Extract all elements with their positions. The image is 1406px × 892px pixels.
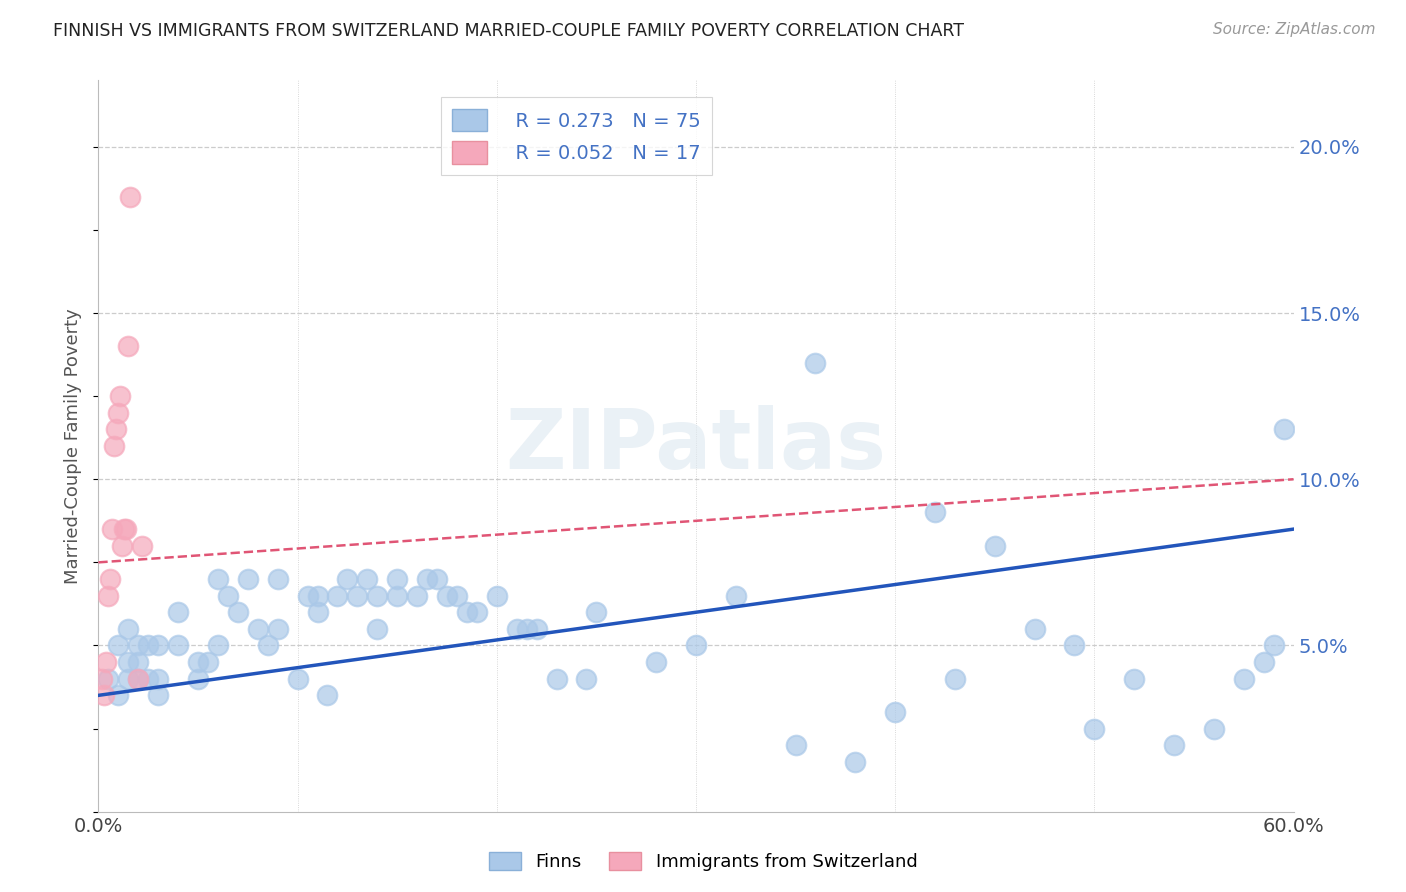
Point — [385, 572, 409, 586]
Point — [236, 572, 259, 586]
Point — [103, 439, 125, 453]
Text: Source: ZipAtlas.com: Source: ZipAtlas.com — [1212, 22, 1375, 37]
Point — [297, 589, 319, 603]
Point — [167, 639, 190, 653]
Point — [110, 389, 132, 403]
Point — [1083, 722, 1105, 736]
Point — [112, 522, 135, 536]
Point — [943, 672, 966, 686]
Point — [416, 572, 439, 586]
Point — [117, 622, 139, 636]
Point — [217, 589, 239, 603]
Point — [97, 589, 120, 603]
Point — [1202, 722, 1225, 736]
Point — [724, 589, 747, 603]
Point — [93, 689, 115, 703]
Point — [336, 572, 359, 586]
Point — [131, 539, 153, 553]
Point — [256, 639, 278, 653]
Point — [307, 605, 329, 619]
Point — [120, 189, 142, 203]
Point — [1063, 639, 1085, 653]
Point — [356, 572, 378, 586]
Point — [685, 639, 707, 653]
Point — [546, 672, 568, 686]
Point — [575, 672, 598, 686]
Point — [307, 589, 329, 603]
Point — [167, 605, 190, 619]
Point — [107, 406, 129, 420]
Point — [366, 622, 388, 636]
Point — [127, 639, 149, 653]
Point — [1024, 622, 1046, 636]
Point — [456, 605, 478, 619]
Point — [804, 356, 827, 370]
Point — [884, 705, 907, 719]
Point — [136, 672, 159, 686]
Point — [127, 672, 149, 686]
Point — [226, 605, 249, 619]
Point — [246, 622, 269, 636]
Point — [111, 539, 134, 553]
Point — [406, 589, 429, 603]
Point — [117, 655, 139, 669]
Point — [984, 539, 1007, 553]
Point — [526, 622, 548, 636]
Point — [446, 589, 468, 603]
Point — [1163, 738, 1185, 752]
Point — [316, 689, 339, 703]
Point — [924, 506, 946, 520]
Point — [1263, 639, 1285, 653]
Point — [287, 672, 309, 686]
Point — [187, 672, 209, 686]
Text: FINNISH VS IMMIGRANTS FROM SWITZERLAND MARRIED-COUPLE FAMILY POVERTY CORRELATION: FINNISH VS IMMIGRANTS FROM SWITZERLAND M… — [53, 22, 965, 40]
Point — [346, 589, 368, 603]
Legend:   R = 0.273   N = 75,   R = 0.052   N = 17: R = 0.273 N = 75, R = 0.052 N = 17 — [440, 97, 713, 176]
Point — [148, 639, 170, 653]
Point — [465, 605, 488, 619]
Point — [326, 589, 349, 603]
Point — [1253, 655, 1275, 669]
Point — [506, 622, 529, 636]
Point — [426, 572, 449, 586]
Point — [107, 639, 129, 653]
Point — [785, 738, 807, 752]
Point — [1123, 672, 1146, 686]
Point — [107, 689, 129, 703]
Point — [101, 522, 124, 536]
Point — [136, 639, 159, 653]
Point — [91, 672, 114, 686]
Point — [436, 589, 458, 603]
Text: ZIPatlas: ZIPatlas — [506, 406, 886, 486]
Point — [385, 589, 409, 603]
Point — [97, 672, 120, 686]
Point — [366, 589, 388, 603]
Point — [96, 655, 118, 669]
Point — [148, 672, 170, 686]
Point — [98, 572, 122, 586]
Point — [1272, 422, 1295, 436]
Point — [516, 622, 538, 636]
Point — [645, 655, 668, 669]
Point — [127, 655, 149, 669]
Point — [105, 422, 128, 436]
Point — [115, 522, 138, 536]
Point — [117, 339, 139, 353]
Point — [127, 672, 149, 686]
Y-axis label: Married-Couple Family Poverty: Married-Couple Family Poverty — [65, 308, 83, 584]
Point — [844, 755, 866, 769]
Point — [267, 622, 290, 636]
Point — [1233, 672, 1256, 686]
Point — [197, 655, 219, 669]
Point — [485, 589, 508, 603]
Point — [207, 639, 229, 653]
Point — [187, 655, 209, 669]
Legend: Finns, Immigrants from Switzerland: Finns, Immigrants from Switzerland — [481, 845, 925, 879]
Point — [148, 689, 170, 703]
Point — [117, 672, 139, 686]
Point — [585, 605, 607, 619]
Point — [267, 572, 290, 586]
Point — [207, 572, 229, 586]
